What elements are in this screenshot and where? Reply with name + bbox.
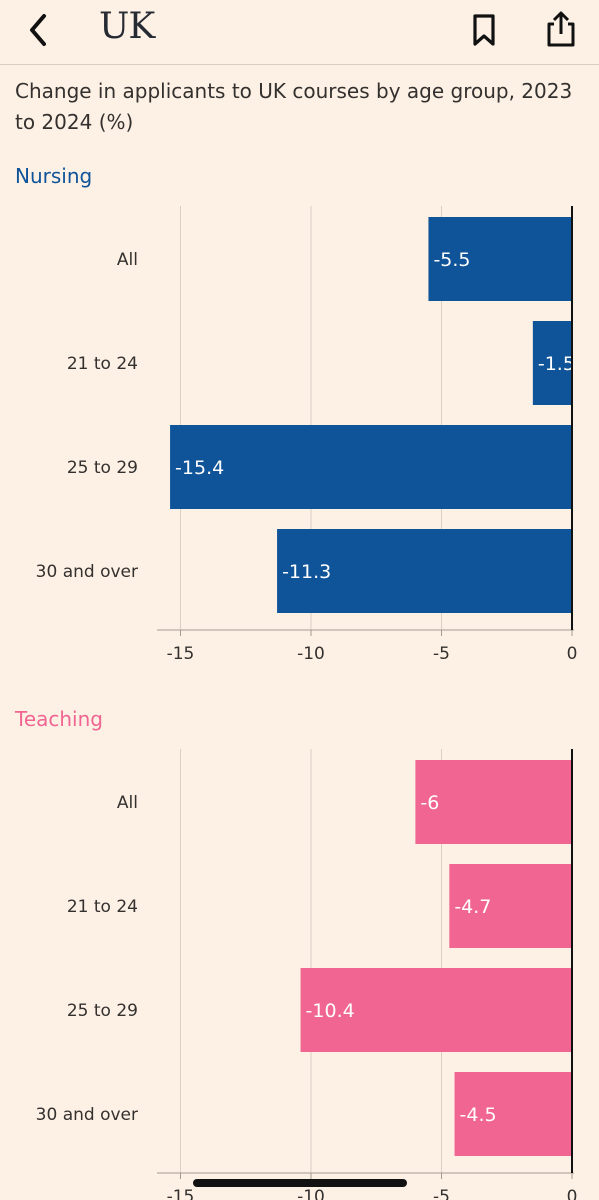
teaching-panel-title: Teaching: [15, 707, 103, 731]
nursing-bar: [532, 321, 572, 405]
teaching-data-label: -4.5: [460, 1104, 497, 1126]
teaching-bar: [449, 864, 572, 948]
teaching-bar: [454, 1072, 572, 1156]
nursing-data-label: -15.4: [175, 457, 224, 479]
teaching-tick-label: -15: [167, 1187, 195, 1200]
teaching-category-label: 25 to 29: [67, 1001, 138, 1021]
top-bar: UK: [0, 0, 599, 64]
nursing-tick-label: 0: [567, 644, 578, 664]
teaching-tick-label: 0: [567, 1187, 578, 1200]
share-icon: [547, 11, 575, 47]
nursing-data-label: -5.5: [433, 249, 470, 271]
teaching-category-label: 30 and over: [36, 1105, 138, 1125]
header-divider: [0, 64, 599, 65]
nursing-category-label: 21 to 24: [67, 354, 138, 374]
teaching-tick-label: -5: [433, 1187, 450, 1200]
section-title: UK: [99, 6, 155, 47]
nursing-tick-label: -5: [433, 644, 450, 664]
nursing-tick-label: -10: [297, 644, 325, 664]
nursing-category-label: 30 and over: [36, 562, 138, 582]
nursing-bar: [428, 217, 572, 301]
teaching-category-label: All: [117, 793, 138, 813]
nursing-data-label: -11.3: [282, 561, 331, 583]
teaching-data-label: -10.4: [306, 1000, 355, 1022]
share-button[interactable]: [543, 10, 579, 48]
bookmark-button[interactable]: [470, 12, 498, 48]
chevron-left-icon: [30, 14, 46, 46]
teaching-data-label: -6: [420, 792, 439, 814]
nursing-data-label: -1.5: [538, 353, 575, 375]
nursing-category-label: All: [117, 250, 138, 270]
nursing-bar: [277, 529, 572, 613]
nursing-category-label: 25 to 29: [67, 458, 138, 478]
teaching-category-label: 21 to 24: [67, 897, 138, 917]
teaching-bar: [300, 968, 572, 1052]
nursing-panel-title: Nursing: [15, 164, 93, 188]
bookmark-icon: [473, 14, 495, 46]
chart-title: Change in applicants to UK courses by ag…: [15, 79, 573, 134]
home-indicator[interactable]: [193, 1179, 407, 1187]
nursing-tick-label: -15: [167, 644, 195, 664]
teaching-bar: [415, 760, 572, 844]
teaching-tick-label: -10: [297, 1187, 325, 1200]
nursing-bar: [170, 425, 572, 509]
teaching-data-label: -4.7: [454, 896, 491, 918]
back-button[interactable]: [24, 12, 54, 48]
